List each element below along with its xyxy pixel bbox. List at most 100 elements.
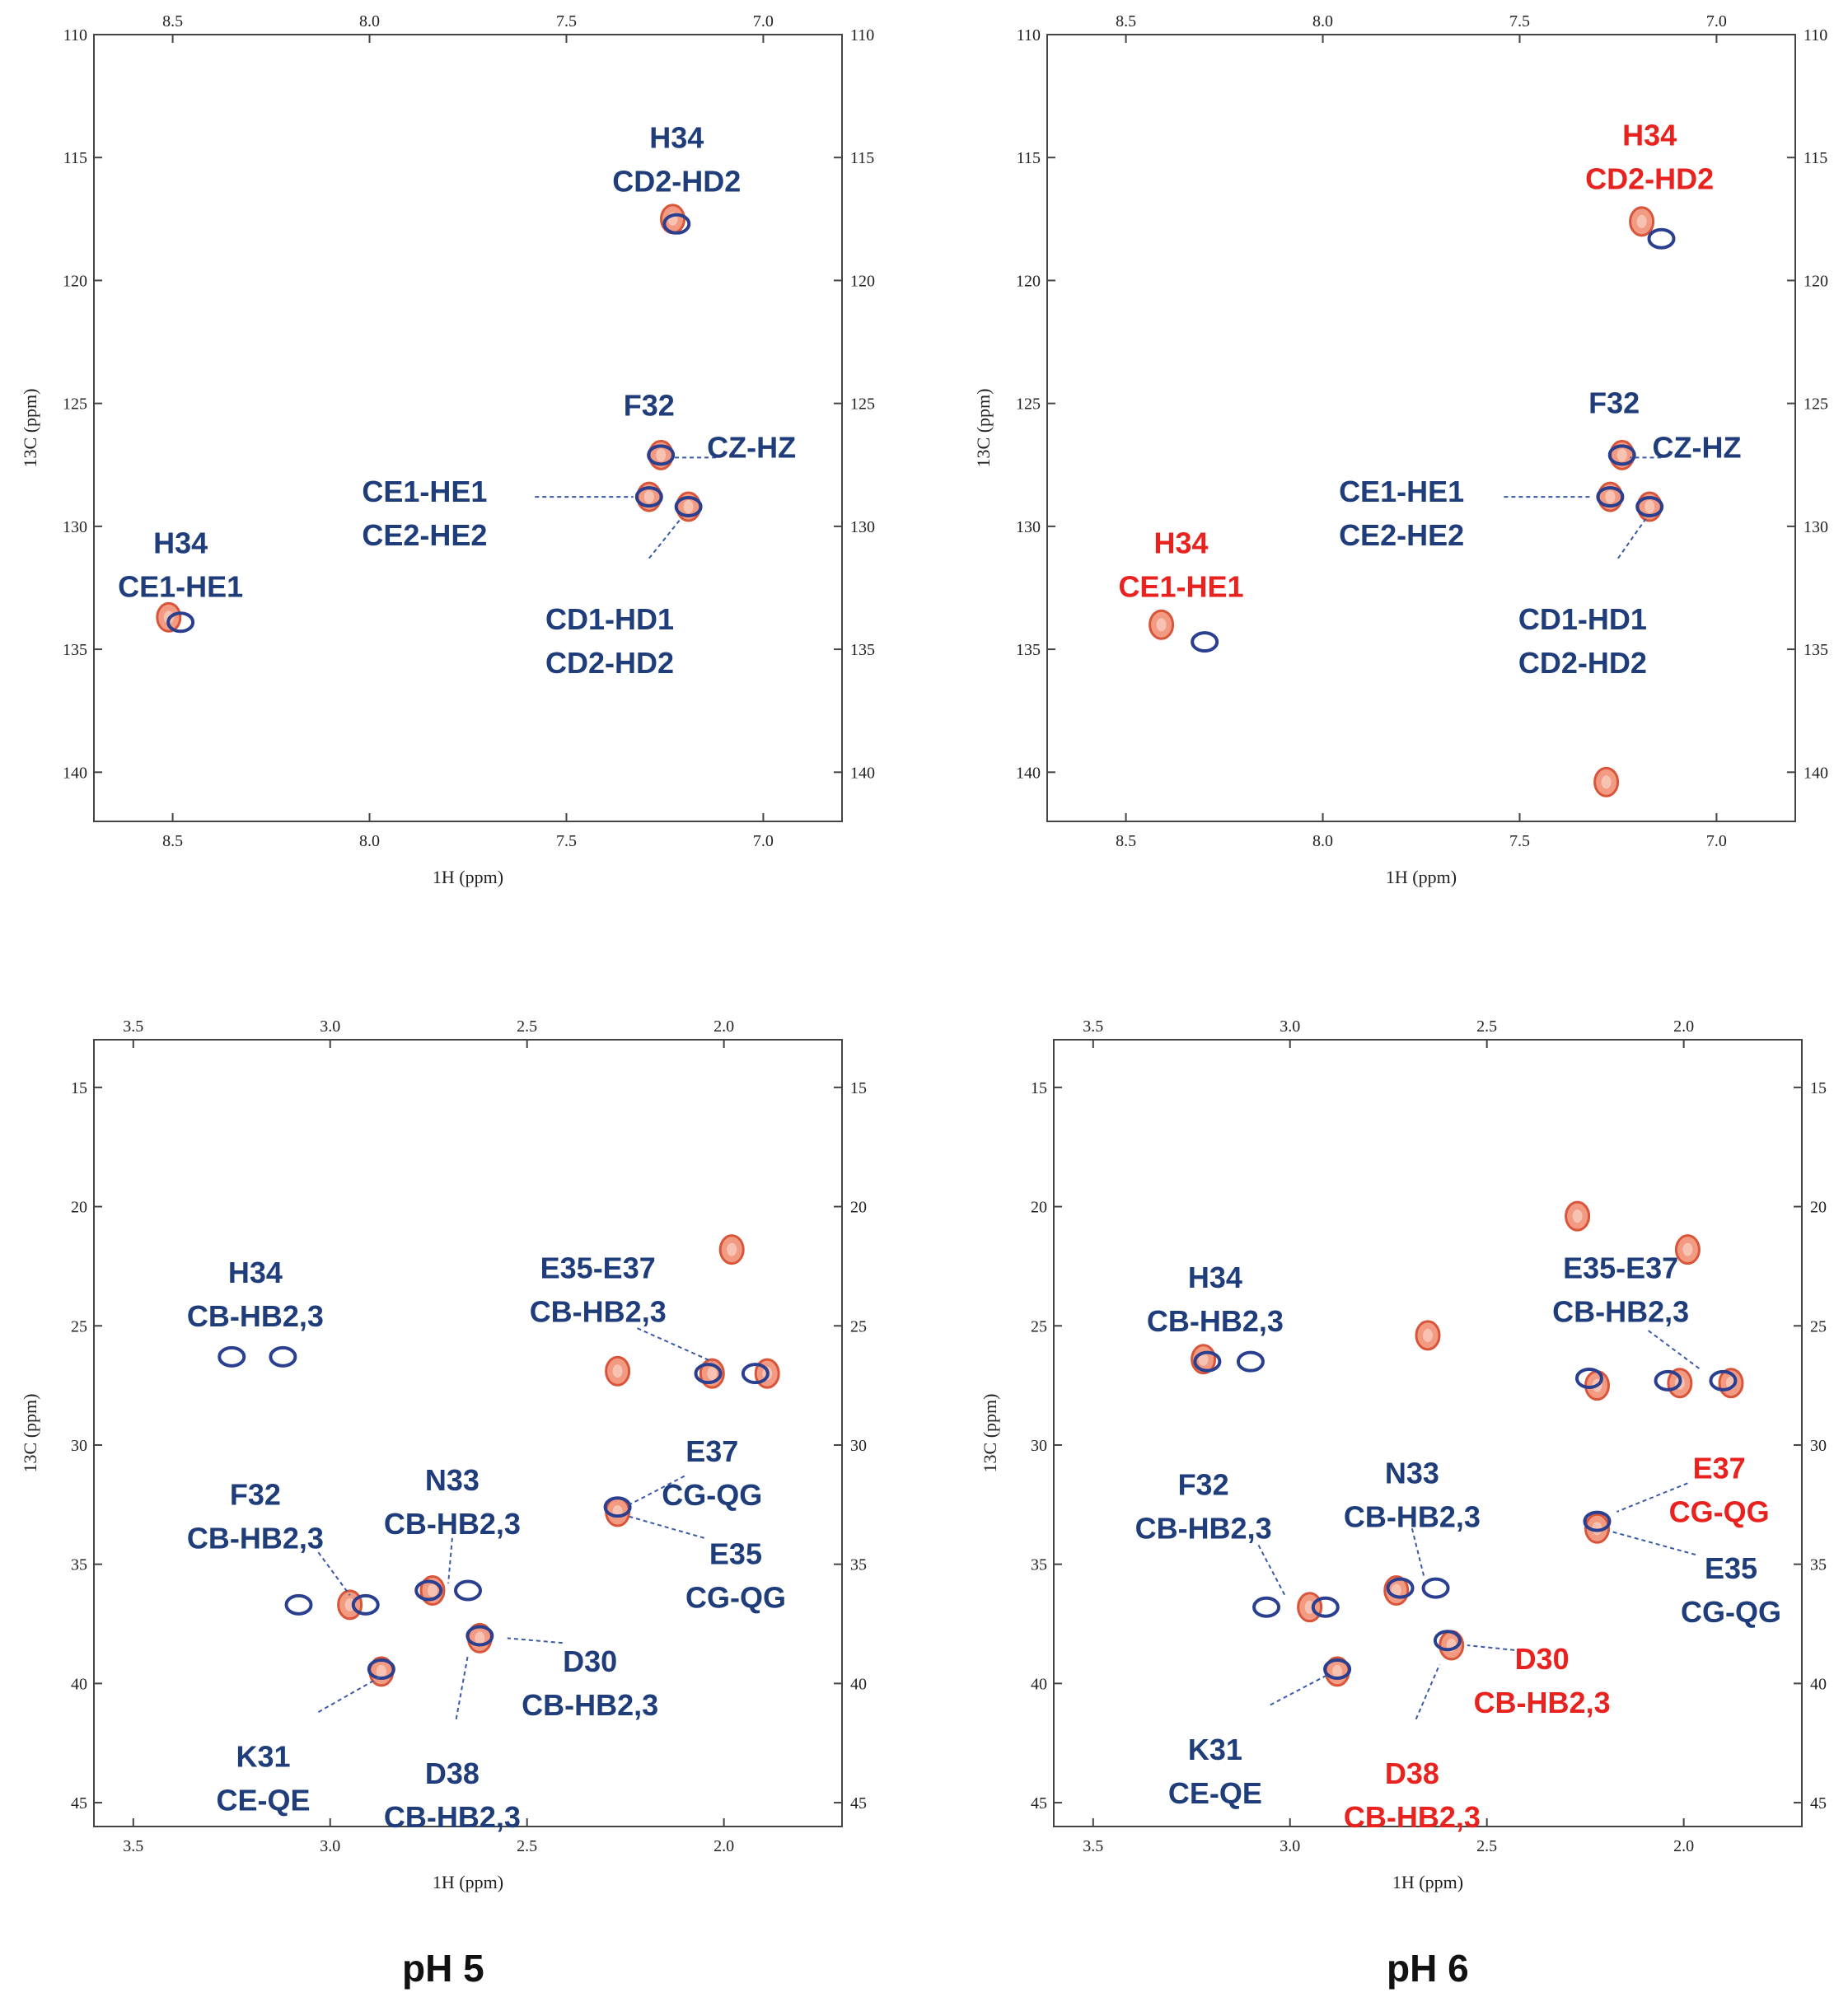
x-tick-label-top: 8.0 [359, 12, 380, 30]
y-axis-label: 13C (ppm) [20, 389, 40, 468]
red-peak-core [656, 448, 667, 462]
leader-line [1270, 1672, 1330, 1706]
peak-annotation: F32 [624, 389, 675, 423]
y-tick-label: 45 [71, 1794, 87, 1813]
peak-annotation: N33 [1385, 1456, 1439, 1490]
x-tick-label-top: 2.0 [1673, 1017, 1694, 1036]
plot-frame [93, 1039, 843, 1827]
red-peak-core [1156, 618, 1167, 632]
blue-peak [1654, 1369, 1682, 1392]
leader-line [447, 1537, 453, 1583]
blue-peak [1709, 1369, 1738, 1392]
peak-annotation: CB-HB2,3 [384, 1507, 521, 1541]
blue-peak [1596, 486, 1625, 508]
blue-peak [1421, 1577, 1450, 1599]
y-tick-label: 135 [1016, 641, 1041, 659]
blue-peak [662, 213, 691, 235]
y-tick-label-right: 20 [850, 1199, 867, 1217]
peak-annotation: E37 [685, 1434, 738, 1468]
y-tick-label: 135 [63, 641, 87, 659]
blue-peak [1323, 1658, 1352, 1680]
peak-annotation: CE-QE [1168, 1776, 1262, 1810]
blue-peak [634, 486, 663, 508]
x-tick-label: 3.0 [1280, 1837, 1300, 1855]
x-axis-label: 1H (ppm) [433, 867, 503, 887]
y-tick-label-right: 25 [1810, 1317, 1827, 1335]
red-peak-core [707, 1367, 718, 1381]
y-tick-label-right: 135 [850, 641, 875, 659]
y-tick-label: 30 [71, 1437, 87, 1455]
x-tick-label-top: 2.5 [1476, 1017, 1497, 1036]
blue-peak [414, 1579, 443, 1602]
leader-line [317, 1551, 351, 1596]
leader-line [1257, 1545, 1287, 1598]
peak-annotation: E37 [1693, 1451, 1746, 1485]
peak-annotation: CD2-HD2 [545, 646, 674, 680]
y-tick-label: 140 [63, 764, 87, 782]
y-tick-label-right: 115 [1804, 149, 1827, 167]
peak-annotation: CE2-HE2 [1339, 518, 1464, 552]
red-peak-core [1198, 1352, 1209, 1366]
y-tick-label: 115 [63, 149, 87, 167]
blue-peak [1193, 1350, 1222, 1373]
peak-annotation: CZ-HZ [1653, 430, 1742, 464]
blue-peak [1252, 1596, 1281, 1618]
y-tick-label-right: 135 [1804, 641, 1828, 659]
peak-annotation: F32 [1178, 1468, 1229, 1502]
blue-peak [1386, 1577, 1415, 1599]
y-tick-label: 25 [1031, 1317, 1047, 1335]
x-tick-label: 8.5 [162, 832, 183, 850]
blue-peak [1607, 444, 1636, 466]
red-peak-core [1572, 1209, 1583, 1223]
peak-annotation: E35-E37 [1563, 1251, 1678, 1284]
x-tick-label: 2.5 [1476, 1837, 1497, 1855]
y-tick-label-right: 45 [850, 1794, 867, 1813]
caption-ph5: pH 5 [402, 1947, 484, 1990]
blue-peak [694, 1363, 723, 1385]
peak-annotation: CD2-HD2 [612, 164, 741, 198]
y-tick-label-right: 25 [850, 1317, 867, 1335]
peak-annotation: E35-E37 [540, 1251, 656, 1284]
leader-line [1415, 1663, 1441, 1720]
blue-peak [166, 611, 195, 634]
blue-peak [741, 1363, 770, 1385]
peak-annotation: CB-HB2,3 [1552, 1294, 1689, 1328]
y-tick-label-right: 125 [850, 395, 875, 414]
x-tick-label-top: 7.0 [753, 12, 774, 30]
peak-annotation: H34 [1153, 526, 1208, 560]
y-tick-label: 30 [1031, 1437, 1047, 1455]
leader-line [1617, 518, 1647, 559]
red-peak-core [1605, 490, 1616, 504]
x-tick-label: 3.5 [123, 1837, 143, 1855]
blue-peak [1574, 1367, 1603, 1389]
x-tick-label-top: 2.5 [517, 1017, 537, 1036]
x-tick-label: 2.5 [517, 1837, 537, 1855]
y-tick-label-right: 130 [1804, 518, 1828, 536]
blue-peak [674, 496, 703, 517]
y-tick-label-right: 45 [1810, 1794, 1827, 1813]
peak-annotation: H34 [649, 120, 704, 154]
red-peak-core [1644, 500, 1655, 513]
red-peak-core [612, 1364, 623, 1378]
peak-annotation: CB-HB2,3 [1344, 1499, 1481, 1533]
peak-annotation: CD2-HD2 [1518, 646, 1647, 680]
y-tick-label-right: 30 [850, 1437, 867, 1455]
plot-frame [1046, 34, 1796, 822]
y-tick-label-right: 35 [850, 1556, 867, 1574]
blue-peak [1311, 1596, 1340, 1618]
red-peak-core [643, 490, 654, 504]
peak-annotation: K31 [1188, 1733, 1242, 1766]
y-tick-label: 20 [1031, 1199, 1047, 1217]
x-tick-label-top: 3.5 [1083, 1017, 1103, 1036]
x-tick-label: 2.0 [1673, 1837, 1694, 1855]
caption-ph6: pH 6 [1387, 1947, 1469, 1990]
y-axis-label: 13C (ppm) [20, 1394, 40, 1473]
red-peak-core [1332, 1664, 1343, 1678]
y-tick-label: 110 [1017, 26, 1041, 44]
leader-line [455, 1654, 469, 1719]
x-axis-label: 1H (ppm) [1386, 867, 1457, 887]
red-peak-core [427, 1583, 437, 1597]
red-peak-core [1391, 1583, 1401, 1597]
blue-peak [603, 1496, 632, 1518]
